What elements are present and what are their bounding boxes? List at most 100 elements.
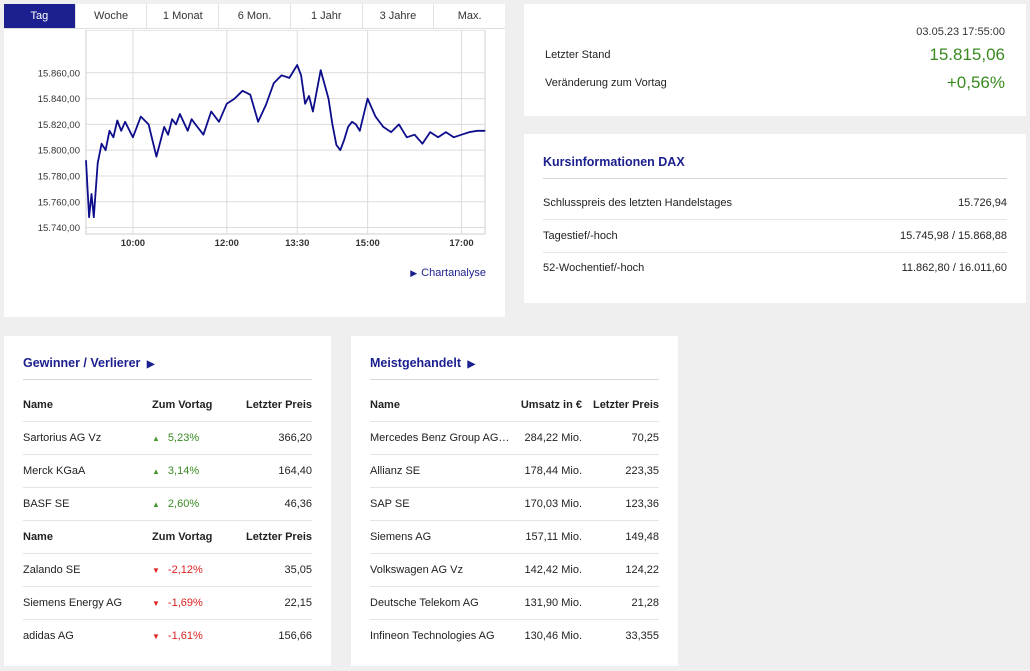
tab-1-jahr[interactable]: 1 Jahr	[291, 4, 363, 28]
data-point	[308, 95, 310, 97]
data-point	[355, 123, 357, 125]
tab-woche[interactable]: Woche	[76, 4, 148, 28]
data-point	[155, 156, 157, 158]
info-label: Tagestief/-hoch	[543, 230, 618, 242]
stock-price: 223,35	[625, 465, 659, 477]
tab-1-monat[interactable]: 1 Monat	[147, 4, 220, 28]
triangle-up-icon: ▲	[152, 467, 160, 476]
data-point	[468, 131, 470, 133]
stock-name[interactable]: Merck KGaA	[23, 465, 86, 477]
stock-price: 149,48	[625, 531, 659, 543]
info-label: Schlusspreis des letzten Handelstages	[543, 197, 732, 209]
stock-name[interactable]: Mercedes Benz Group AG ...	[370, 432, 510, 444]
stock-price: 22,15	[284, 597, 312, 609]
tab-3-jahre[interactable]: 3 Jahre	[363, 4, 435, 28]
data-point	[93, 216, 95, 218]
data-point	[124, 121, 126, 123]
table-row[interactable]: Merck KGaA ▲ 3,14% 164,40	[23, 455, 312, 488]
table-header: Name Zum Vortag Letzter Preis	[23, 521, 312, 554]
triangle-up-icon: ▲	[152, 434, 160, 443]
data-point	[101, 143, 103, 145]
data-point	[140, 116, 142, 118]
table-row[interactable]: BASF SE ▲ 2,60% 46,36	[23, 488, 312, 521]
stock-name[interactable]: Siemens Energy AG	[23, 597, 123, 609]
data-point	[312, 110, 314, 113]
stock-name[interactable]: Volkswagen AG Vz	[370, 564, 463, 576]
x-tick-label: 15:00	[355, 238, 379, 249]
most-traded-table: Name Umsatz in € Letzter Preis Mercedes …	[370, 389, 659, 652]
data-point	[429, 131, 431, 133]
tab-tag[interactable]: Tag	[4, 4, 76, 28]
col-name: Name	[23, 399, 53, 411]
stock-name[interactable]: SAP SE	[370, 498, 410, 510]
tab-max[interactable]: Max.	[457, 10, 482, 22]
stock-name[interactable]: Infineon Technologies AG	[370, 630, 495, 642]
data-point	[171, 118, 173, 120]
data-point	[179, 113, 181, 115]
data-point	[339, 149, 341, 151]
play-triangle-icon: ▶	[146, 359, 155, 370]
col-price: Letzter Preis	[245, 531, 312, 543]
stock-name[interactable]: BASF SE	[23, 498, 70, 510]
table-row[interactable]: Siemens AG 157,11 Mio. 149,48	[370, 521, 659, 554]
table-row[interactable]: adidas AG ▼ -1,61% 156,66	[23, 620, 312, 652]
data-point	[202, 134, 204, 136]
stock-change: 2,60%	[167, 498, 200, 510]
stock-price: 124,22	[625, 564, 659, 576]
last-price-label: Letzter Stand	[545, 49, 611, 61]
table-row[interactable]: Mercedes Benz Group AG ... 284,22 Mio. 7…	[370, 422, 659, 455]
tab-6-mon[interactable]: 6 Mon.	[219, 4, 291, 28]
stock-name[interactable]: Allianz SE	[370, 465, 421, 477]
most-traded-title-link[interactable]: Meistgehandelt ▶	[370, 356, 475, 370]
stock-price: 123,36	[625, 498, 659, 510]
data-point	[116, 119, 118, 122]
triangle-up-icon: ▲	[152, 500, 160, 509]
stock-name[interactable]: Zalando SE	[23, 564, 81, 576]
data-point	[218, 121, 220, 123]
play-triangle-icon: ▶	[410, 268, 418, 278]
table-row[interactable]: Zalando SE ▼ -2,12% 35,05	[23, 554, 312, 587]
table-row[interactable]: Siemens Energy AG ▼ -1,69% 22,15	[23, 587, 312, 620]
data-point	[398, 123, 400, 125]
data-point	[108, 130, 111, 132]
timeframe-tabs: Tag Woche 1 Monat 6 Mon. 1 Jahr 3 Jahre …	[4, 4, 505, 29]
data-point	[460, 134, 463, 136]
most-traded-title: Meistgehandelt	[370, 356, 461, 370]
stock-price: 366,20	[278, 432, 312, 444]
stock-name[interactable]: adidas AG	[23, 630, 74, 642]
table-row[interactable]: SAP SE 170,03 Mio. 123,36	[370, 488, 659, 521]
stock-change: 5,23%	[167, 432, 200, 444]
stock-name[interactable]: Deutsche Telekom AG	[370, 597, 479, 609]
data-point	[273, 82, 275, 84]
gainers-losers-title-link[interactable]: Gewinner / Verlierer ▶	[23, 356, 155, 370]
table-row[interactable]: Volkswagen AG Vz 142,42 Mio. 124,22	[370, 554, 659, 587]
data-point	[421, 143, 423, 145]
data-point	[347, 126, 349, 128]
info-row-52w-range: 52-Wochentief/-hoch 11.862,80 / 16.011,6…	[543, 252, 1007, 284]
table-row[interactable]: Sartorius AG Vz ▲ 5,23% 366,20	[23, 422, 312, 455]
title-divider	[370, 379, 659, 380]
data-point	[249, 94, 251, 96]
chartanalyse-link[interactable]: ▶ Chartanalyse	[410, 267, 486, 279]
table-header: Name Zum Vortag Letzter Preis	[23, 389, 312, 422]
stock-volume: 130,46 Mio.	[524, 630, 582, 642]
data-point	[484, 130, 486, 132]
price-info-panel: Kursinformationen DAX Schlusspreis des l…	[524, 134, 1026, 303]
info-value: 15.726,94	[958, 197, 1007, 209]
change-label: Veränderung zum Vortag	[545, 77, 667, 89]
col-name: Name	[23, 531, 53, 543]
y-tick-label: 15.780,00	[38, 171, 80, 182]
stock-change: 3,14%	[167, 465, 200, 477]
table-row[interactable]: Allianz SE 178,44 Mio. 223,35	[370, 455, 659, 488]
stock-name[interactable]: Siemens AG	[370, 531, 432, 543]
info-value: 11.862,80 / 16.011,60	[901, 262, 1007, 274]
data-point	[351, 121, 353, 123]
title-divider	[543, 178, 1007, 179]
table-row[interactable]: Infineon Technologies AG 130,46 Mio. 33,…	[370, 620, 659, 652]
chart-panel: Tag Woche 1 Monat 6 Mon. 1 Jahr 3 Jahre …	[4, 4, 505, 317]
data-point	[335, 144, 337, 146]
last-price-value: 15.815,06	[929, 45, 1005, 64]
table-row[interactable]: Deutsche Telekom AG 131,90 Mio. 21,28	[370, 587, 659, 620]
stock-name[interactable]: Sartorius AG Vz	[23, 432, 102, 444]
y-tick-label: 15.820,00	[38, 120, 80, 131]
